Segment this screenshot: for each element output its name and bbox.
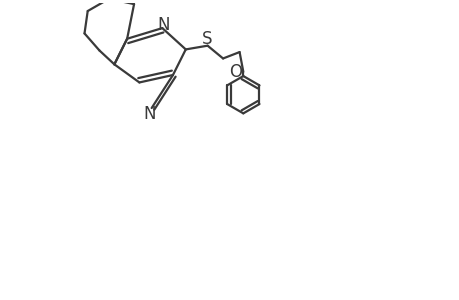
Text: N: N [157,16,170,34]
Text: S: S [202,30,213,48]
Text: N: N [143,105,156,123]
Text: O: O [229,63,242,81]
